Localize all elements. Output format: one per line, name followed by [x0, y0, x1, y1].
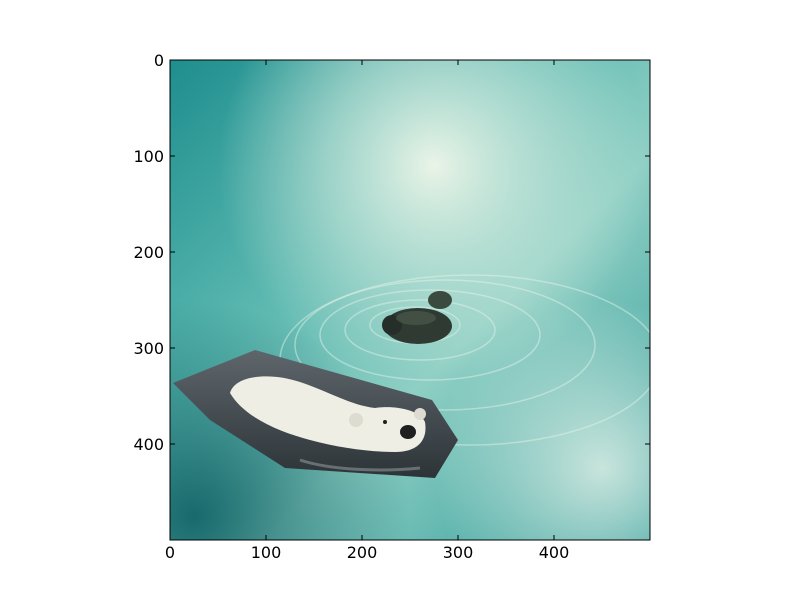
x-tick-label: 300	[443, 543, 474, 562]
y-tick-label: 200	[133, 243, 164, 262]
photo-image	[170, 60, 650, 540]
y-tick-label: 400	[133, 435, 164, 454]
x-tick-label: 400	[539, 543, 570, 562]
x-axis: 0 100 200 300 400	[165, 60, 569, 562]
y-tick-label: 100	[133, 147, 164, 166]
polar-bear-overlay	[173, 350, 458, 478]
axes-frame	[169, 59, 651, 541]
x-tick-label: 0	[165, 543, 175, 562]
y-axis: 0 100 200 300 400	[133, 51, 650, 454]
duck	[382, 291, 452, 344]
y-tick-label: 300	[133, 339, 164, 358]
x-tick-label: 100	[251, 543, 282, 562]
x-tick-label: 200	[347, 543, 378, 562]
y-tick-label: 0	[154, 51, 164, 70]
